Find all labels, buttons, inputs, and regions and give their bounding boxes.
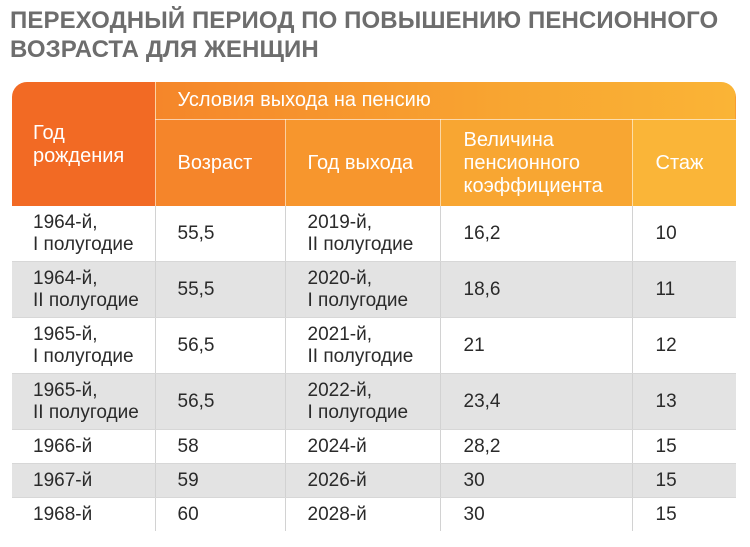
- exit-half-line: I полугодие: [307, 289, 409, 311]
- header-conditions: Условия выхода на пенсию: [155, 82, 736, 120]
- coefficient-cell: 18,6: [440, 261, 633, 318]
- birth-year-line: 1965-й,: [33, 379, 98, 401]
- table-body: 1964-й, I полугодие 55,5 2019-й, II полуго…: [12, 206, 736, 531]
- birth-half-line: I полугодие: [33, 233, 134, 255]
- exit-year-line: 2028-й: [307, 503, 367, 525]
- birth-year-line: 1964-й,: [33, 267, 98, 289]
- header-stage: Стаж: [632, 119, 736, 206]
- exit-year-cell: 2024-й: [285, 429, 441, 464]
- coefficient-cell: 30: [440, 497, 633, 531]
- birth-year-line: 1966-й: [33, 435, 93, 457]
- coefficient-cell: 30: [440, 463, 633, 498]
- exit-year-line: 2020-й,: [307, 267, 373, 289]
- birth-half-line: I полугодие: [33, 345, 134, 367]
- coefficient-cell: 16,2: [440, 206, 633, 262]
- age-cell: 60: [155, 497, 286, 531]
- stage-cell: 10: [632, 206, 736, 262]
- header-coefficient: Величина пенсионного коэффициента: [440, 119, 633, 206]
- exit-year-cell: 2020-й, I полугодие: [285, 261, 441, 318]
- exit-half-line: II полугодие: [307, 345, 414, 367]
- birth-year-line: 1965-й,: [33, 323, 98, 345]
- exit-year-line: 2026-й: [307, 469, 367, 491]
- birth-year-line: 1968-й: [33, 503, 93, 525]
- age-cell: 56,5: [155, 373, 286, 430]
- exit-half-line: II полугодие: [307, 233, 414, 255]
- birth-year-line: 1964-й,: [33, 211, 98, 233]
- birth-half-line: II полугодие: [33, 401, 139, 423]
- table-row: 1967-й 59 2026-й 30 15: [12, 463, 736, 498]
- stage-cell: 15: [655, 503, 677, 525]
- retirement-table: Год рождения Условия выхода на пенсию Во…: [12, 82, 736, 531]
- age-cell: 55,5: [155, 206, 286, 262]
- header-exit-year: Год выхода: [285, 119, 441, 206]
- exit-year-line: 2021-й,: [307, 323, 373, 345]
- birth-half-line: II полугодие: [33, 289, 139, 311]
- birth-year-cell: 1966-й: [12, 429, 156, 464]
- exit-year-cell: 2022-й, I полугодие: [285, 373, 441, 430]
- exit-half-line: I полугодие: [307, 401, 409, 423]
- retirement-table-card: Год рождения Условия выхода на пенсию Во…: [12, 82, 736, 539]
- age-cell: 56,5: [155, 317, 286, 374]
- table-row: 1964-й, II полугодие 55,5 2020-й, I полуго…: [12, 261, 736, 318]
- table-row: 1966-й 58 2024-й 28,2 15: [12, 429, 736, 464]
- table-row: 1968-й 60 2028-й 30 15: [12, 497, 736, 531]
- birth-year-line: 1967-й: [33, 469, 93, 491]
- exit-year-cell: 2021-й, II полугодие: [285, 317, 441, 374]
- coefficient-cell: 21: [440, 317, 633, 374]
- table-row: 1964-й, I полугодие 55,5 2019-й, II полуго…: [12, 206, 736, 262]
- page-title: ПЕРЕХОДНЫЙ ПЕРИОД ПО ПОВЫШЕНИЮ ПЕНСИОННО…: [10, 7, 719, 63]
- exit-year-line: 2022-й,: [307, 379, 373, 401]
- header-birth-year: Год рождения: [12, 82, 156, 206]
- table-row: 1965-й, II полугодие 56,5 2022-й, I полуго…: [12, 373, 736, 430]
- age-cell: 55,5: [155, 261, 286, 318]
- exit-year-line: 2019-й,: [307, 211, 373, 233]
- birth-year-cell: 1964-й, I полугодие: [12, 206, 156, 262]
- stage-cell: 15: [632, 429, 736, 464]
- age-cell: 59: [155, 463, 286, 498]
- exit-year-line: 2024-й: [307, 435, 367, 457]
- coefficient-cell: 28,2: [440, 429, 633, 464]
- stage-cell: 12: [632, 317, 736, 374]
- age-cell: 58: [155, 429, 286, 464]
- table-row: 1965-й, I полугодие 56,5 2021-й, II полуго…: [12, 317, 736, 374]
- birth-year-cell: 1967-й: [12, 463, 156, 498]
- table-header: Год рождения Условия выхода на пенсию Во…: [12, 82, 736, 206]
- stage-cell: 15: [632, 463, 736, 498]
- exit-year-cell: 2026-й: [285, 463, 441, 498]
- birth-year-cell: 1965-й, II полугодие: [12, 373, 156, 430]
- stage-cell: 13: [632, 373, 736, 430]
- birth-year-cell: 1968-й: [12, 497, 156, 531]
- coefficient-cell: 23,4: [440, 373, 633, 430]
- birth-year-cell: 1964-й, II полугодие: [12, 261, 156, 318]
- exit-year-cell: 2028-й: [285, 497, 441, 531]
- birth-year-cell: 1965-й, I полугодие: [12, 317, 156, 374]
- stage-cell: 11: [632, 261, 736, 318]
- exit-year-cell: 2019-й, II полугодие: [285, 206, 441, 262]
- header-age: Возраст: [155, 119, 286, 206]
